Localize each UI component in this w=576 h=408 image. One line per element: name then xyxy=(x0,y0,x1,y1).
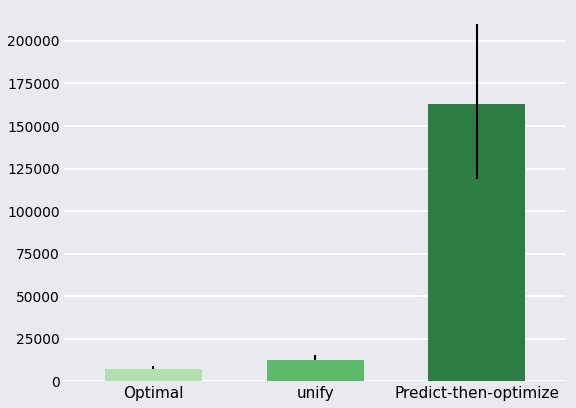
Bar xyxy=(429,104,525,381)
Bar xyxy=(267,360,363,381)
Bar xyxy=(105,369,202,381)
